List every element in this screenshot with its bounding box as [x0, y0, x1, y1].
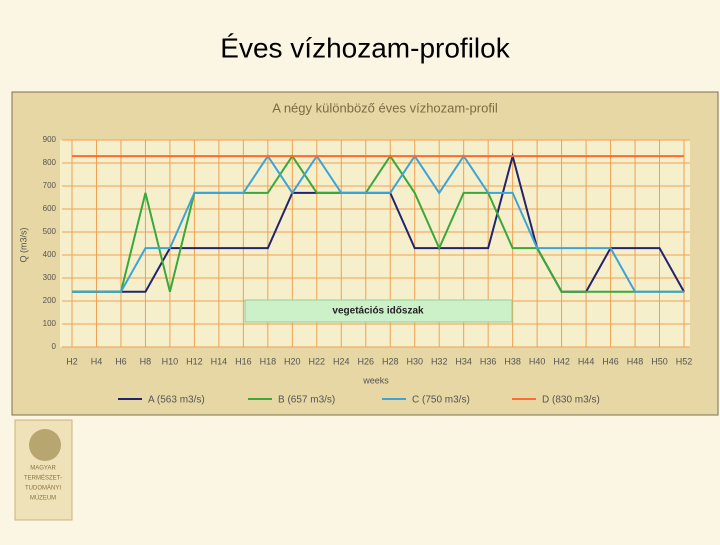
legend-label: B (657 m3/s) [278, 395, 335, 406]
y-tick-label: 600 [43, 204, 57, 213]
legend-label: D (830 m3/s) [542, 395, 600, 406]
y-axis-label: Q (m3/s) [18, 227, 28, 262]
x-axis-label: weeks [362, 375, 389, 385]
x-tick-label: H20 [284, 356, 301, 366]
annotation: vegetációs időszak [332, 306, 424, 317]
x-tick-label: H18 [260, 356, 277, 366]
x-tick-label: H2 [66, 356, 78, 366]
x-tick-label: H42 [553, 356, 570, 366]
series-line [72, 154, 684, 293]
x-tick-label: H30 [406, 356, 423, 366]
x-tick-label: H4 [91, 356, 103, 366]
logo-emblem [29, 429, 61, 461]
y-tick-label: 700 [43, 181, 57, 190]
y-tick-label: 800 [43, 158, 57, 167]
x-tick-label: H44 [578, 356, 595, 366]
series-line [72, 154, 684, 293]
x-tick-label: H28 [382, 356, 399, 366]
x-tick-label: H38 [504, 356, 521, 366]
logo-line: MAGYAR [30, 466, 56, 472]
x-tick-label: H48 [627, 356, 644, 366]
x-tick-label: H46 [602, 356, 619, 366]
x-tick-label: H36 [480, 356, 497, 366]
x-tick-label: H24 [333, 356, 350, 366]
chart-title: A négy különböző éves vízhozam-profil [272, 100, 498, 115]
slide-title: Éves vízhozam-profilok [220, 32, 510, 63]
legend-label: A (563 m3/s) [148, 395, 205, 406]
y-tick-label: 100 [43, 319, 57, 328]
x-tick-label: H8 [140, 356, 152, 366]
x-tick-label: H50 [651, 356, 668, 366]
x-tick-label: H52 [676, 356, 693, 366]
y-tick-label: 400 [43, 250, 57, 259]
x-tick-label: H6 [115, 356, 127, 366]
logo-text: MAGYAR TERMÉSZET- TUDOMÁNYI MÚZEUM [24, 466, 62, 502]
y-tick-label: 0 [52, 342, 57, 351]
y-tick-label: 500 [43, 227, 57, 236]
logo-line: MÚZEUM [30, 495, 56, 502]
annotation-box [244, 299, 513, 323]
x-tick-label: H26 [358, 356, 375, 366]
x-tick-label: H32 [431, 356, 448, 366]
y-tick-label: 200 [43, 296, 57, 305]
x-tick-label: H40 [529, 356, 546, 366]
x-tick-label: H16 [235, 356, 252, 366]
x-tick-label: H14 [211, 356, 228, 366]
x-tick-label: H22 [309, 356, 326, 366]
x-tick-label: H34 [455, 356, 472, 366]
y-tick-label: 900 [43, 135, 57, 144]
x-tick-label: H12 [186, 356, 203, 366]
legend-label: C (750 m3/s) [412, 395, 470, 406]
logo-line: TUDOMÁNYI [25, 485, 61, 492]
y-tick-label: 300 [43, 273, 57, 282]
x-tick-label: H10 [162, 356, 179, 366]
logo-line: TERMÉSZET- [24, 475, 62, 482]
